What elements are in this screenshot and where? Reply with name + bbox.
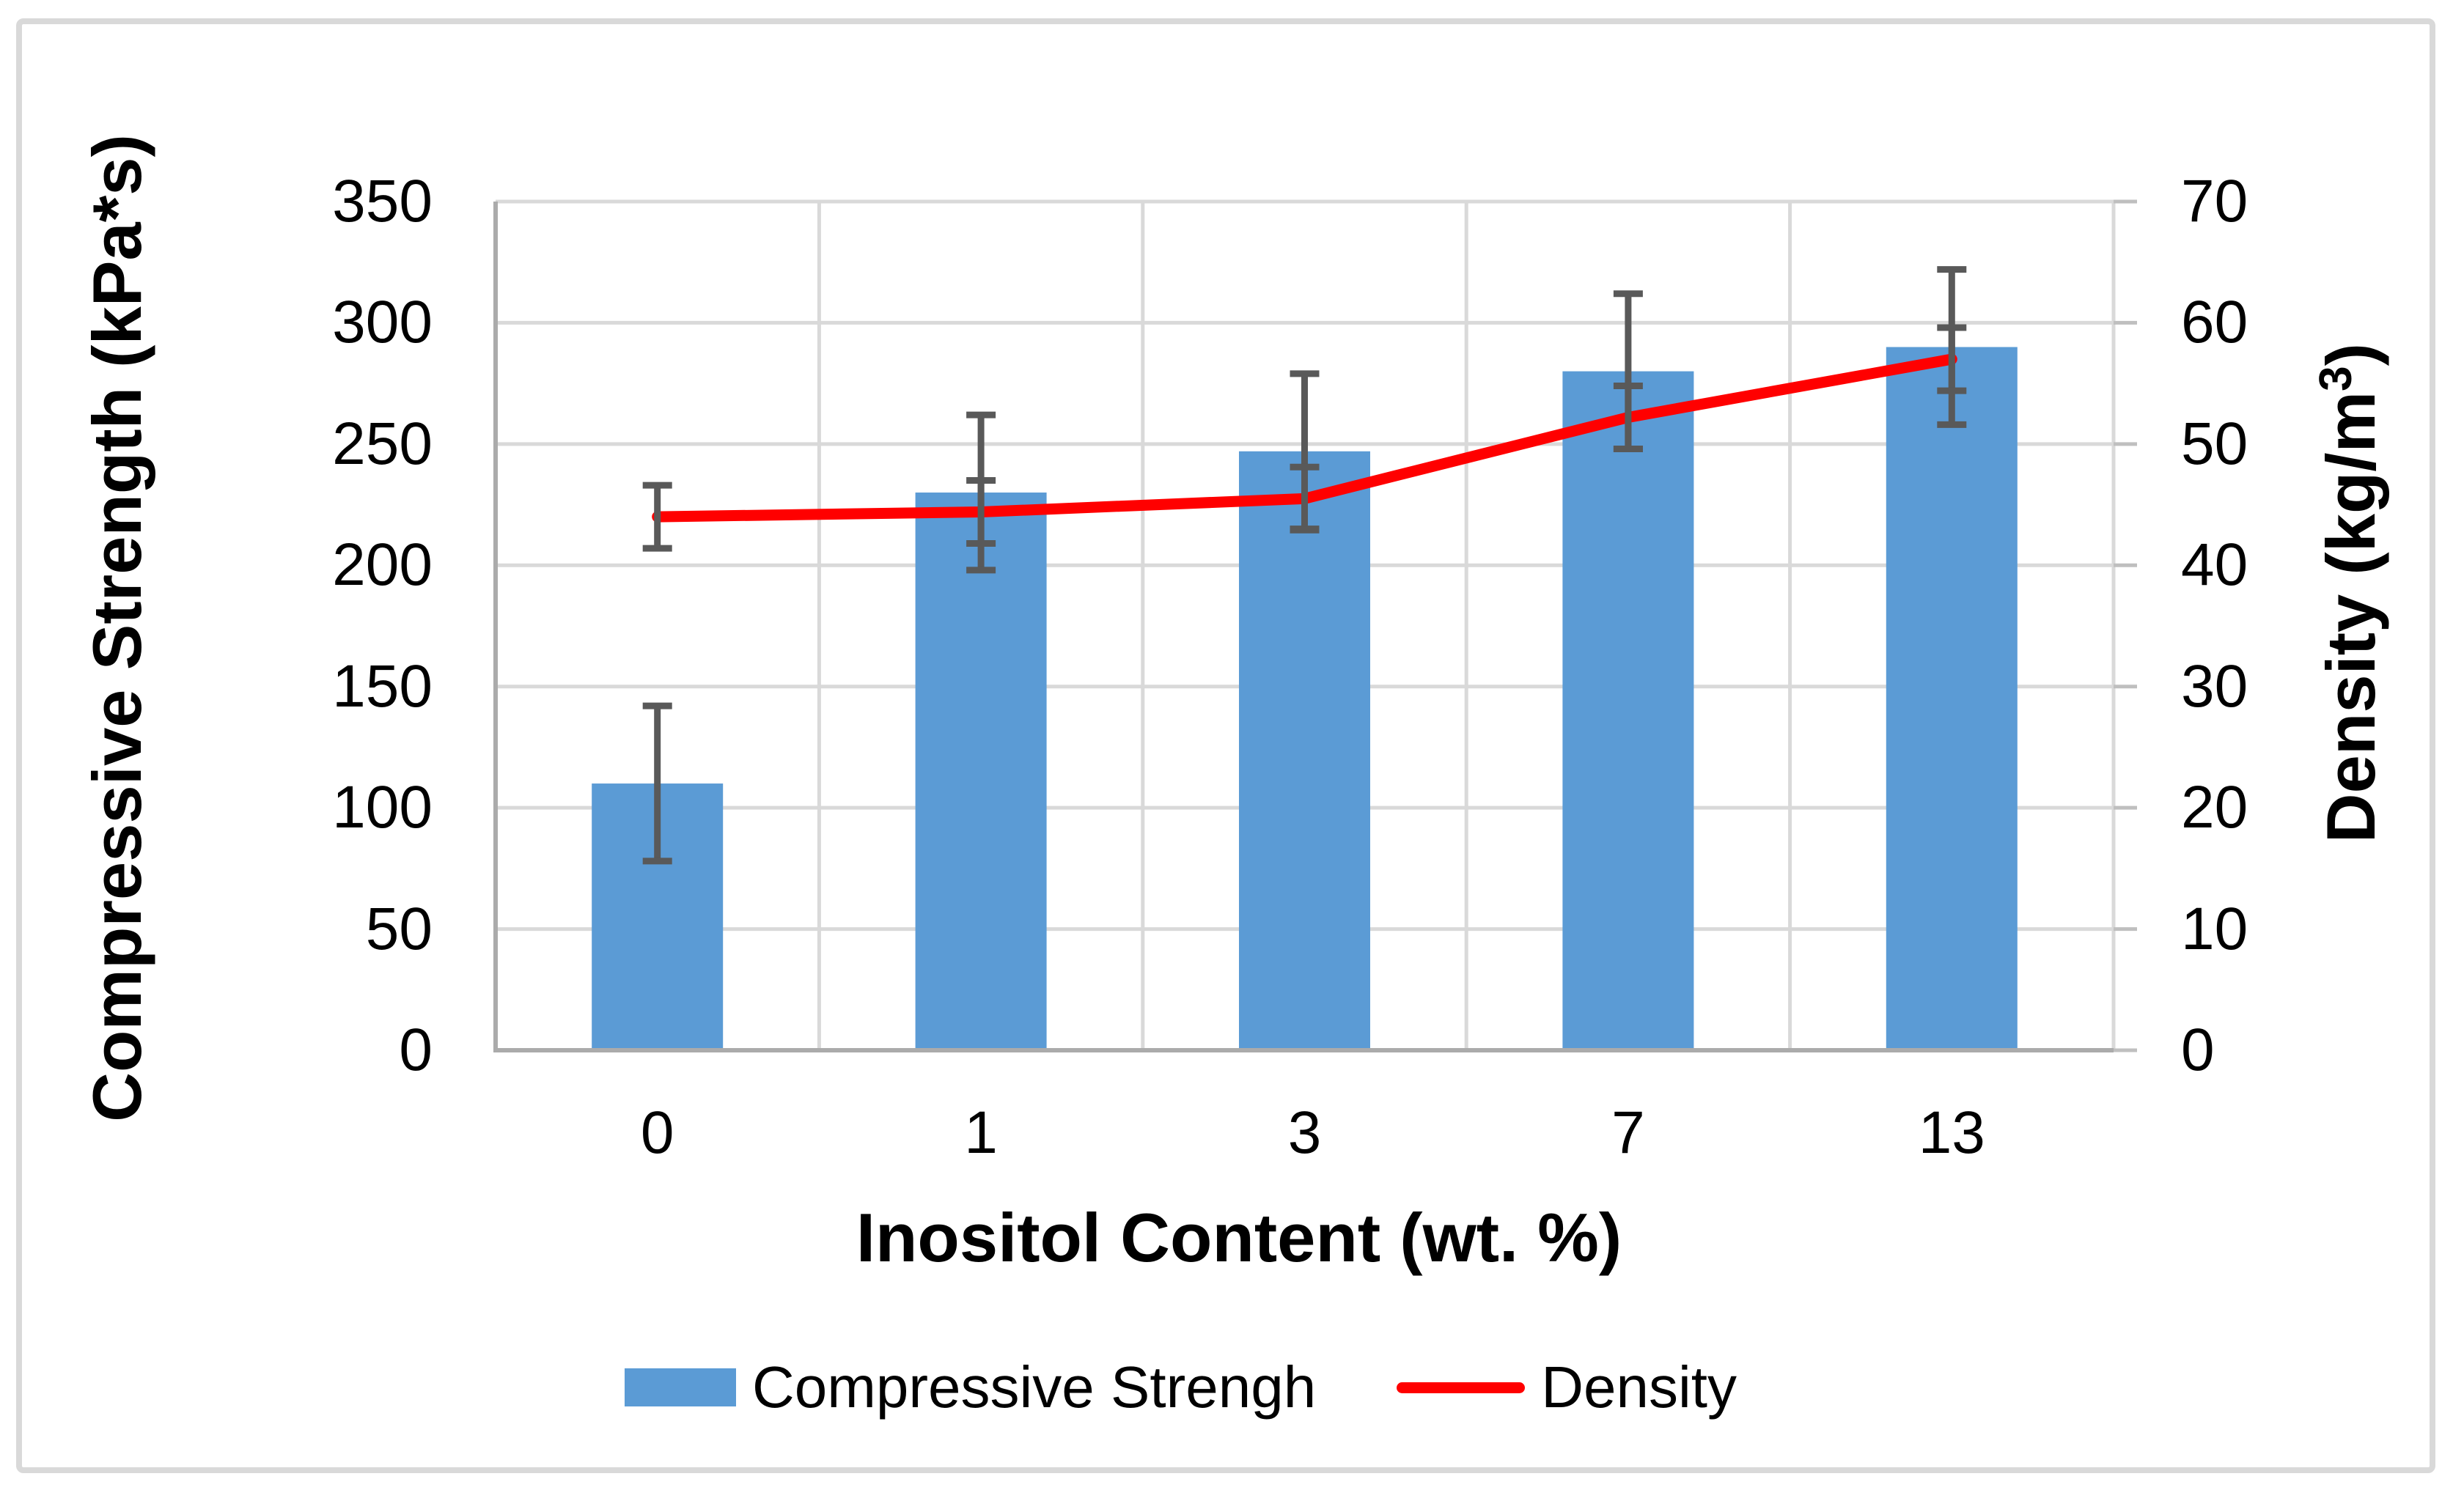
bar-compressive-strength[interactable]	[1886, 347, 2018, 1050]
legend-entry-density: Density	[1397, 1358, 1737, 1417]
left-axis-tick-label: 200	[332, 531, 433, 599]
legend: Compressive Strengh Density	[0, 1347, 2413, 1428]
bar-compressive-strength[interactable]	[1562, 371, 1694, 1051]
right-axis-title: Density (kg/m3)	[2310, 0, 2390, 1326]
bar-compressive-strength[interactable]	[1239, 451, 1370, 1050]
left-axis-tick-label: 0	[399, 1017, 433, 1083]
left-axis-tick-label: 250	[332, 410, 433, 477]
legend-label-compressive-strength: Compressive Strengh	[752, 1354, 1317, 1420]
x-axis-category-label: 1	[964, 1099, 998, 1166]
right-axis-tick-label: 20	[2181, 774, 2248, 841]
chart-border	[16, 18, 2435, 1473]
left-axis-tick-label: 50	[365, 895, 433, 962]
bar-compressive-strength[interactable]	[915, 493, 1047, 1050]
right-axis-tick-label: 50	[2181, 410, 2248, 477]
x-axis-title: Inositol Content (wt. %)	[856, 1199, 1622, 1276]
legend-bar-swatch-icon	[625, 1368, 736, 1406]
right-axis-title-text: Density (kg/m	[2312, 391, 2390, 844]
legend-line-swatch-icon	[1397, 1382, 1526, 1393]
right-axis-title-superscript: 3	[2310, 366, 2361, 391]
x-axis-category-label: 0	[640, 1099, 674, 1166]
right-axis-tick-label: 40	[2181, 531, 2248, 599]
left-axis-title: Compressive Strength (kPa*s)	[78, 134, 155, 1122]
x-axis-category-label: 3	[1287, 1099, 1322, 1166]
legend-entry-compressive-strength: Compressive Strengh	[625, 1358, 1316, 1417]
left-axis-tick-label: 300	[332, 289, 433, 356]
right-axis-title-close: )	[2312, 343, 2390, 366]
left-axis-tick-label: 350	[332, 168, 433, 235]
x-axis-category-label: 13	[1918, 1099, 1985, 1166]
left-axis-tick-label: 100	[332, 774, 433, 841]
right-axis-tick-label: 60	[2181, 289, 2248, 356]
left-axis-tick-label: 150	[332, 652, 433, 720]
legend-label-density: Density	[1541, 1354, 1737, 1420]
right-axis-tick-label: 70	[2181, 168, 2248, 235]
right-axis-tick-label: 30	[2181, 652, 2248, 720]
right-axis-tick-label: 0	[2181, 1017, 2215, 1083]
x-axis-category-label: 7	[1611, 1099, 1645, 1166]
right-axis-tick-label: 10	[2181, 895, 2248, 962]
